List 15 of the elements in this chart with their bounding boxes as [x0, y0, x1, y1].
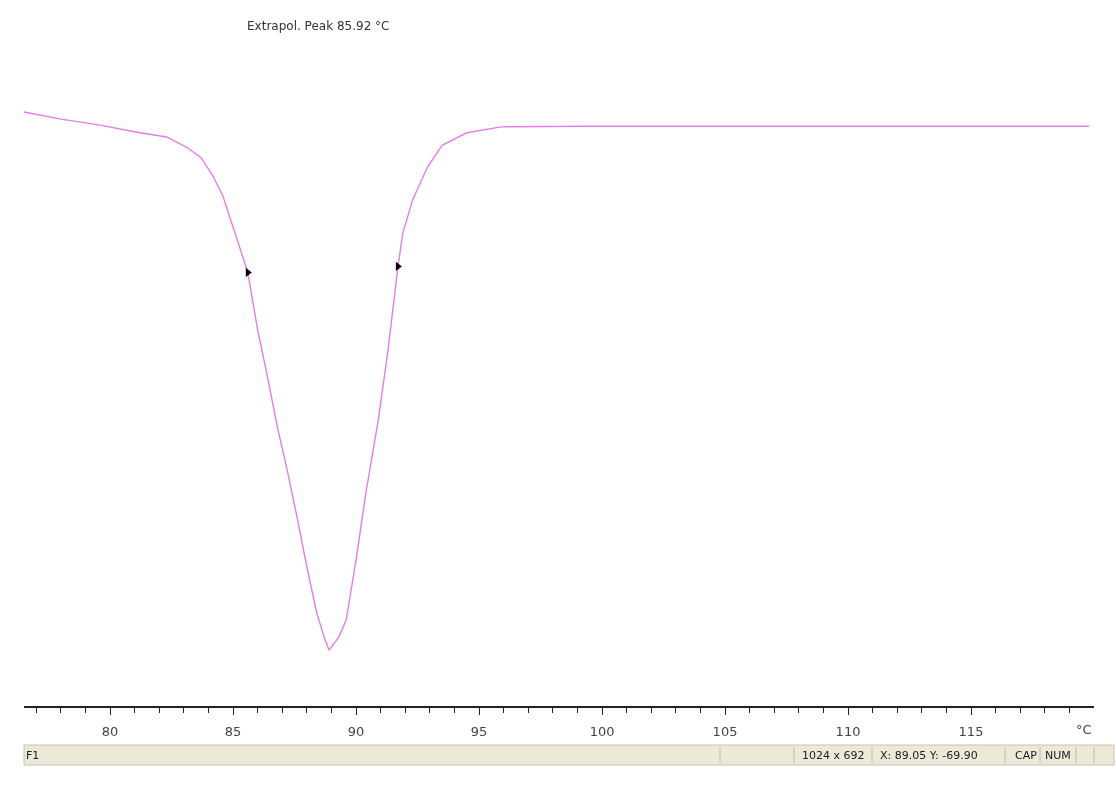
x-tick-label: 80 [101, 724, 119, 740]
x-tick-label: 85 [224, 724, 242, 740]
x-tick-label: 110 [835, 724, 861, 740]
x-tick-label: 100 [589, 724, 615, 740]
text: F1 [26, 749, 40, 762]
x-tick-label: 90 [347, 724, 365, 740]
text: X: 89.05 Y: -69.90 [880, 749, 978, 762]
x-tick-label: 115 [958, 724, 984, 740]
text: CAP [1015, 749, 1038, 762]
x-axis-title: °C [1076, 722, 1092, 737]
x-tick-label: 95 [470, 724, 488, 740]
text: NUM [1045, 749, 1071, 762]
text: Extrapol. Peak 85.92 °C [247, 19, 390, 33]
x-tick-label: 105 [712, 724, 738, 740]
text: 1024 x 692 [802, 749, 865, 762]
